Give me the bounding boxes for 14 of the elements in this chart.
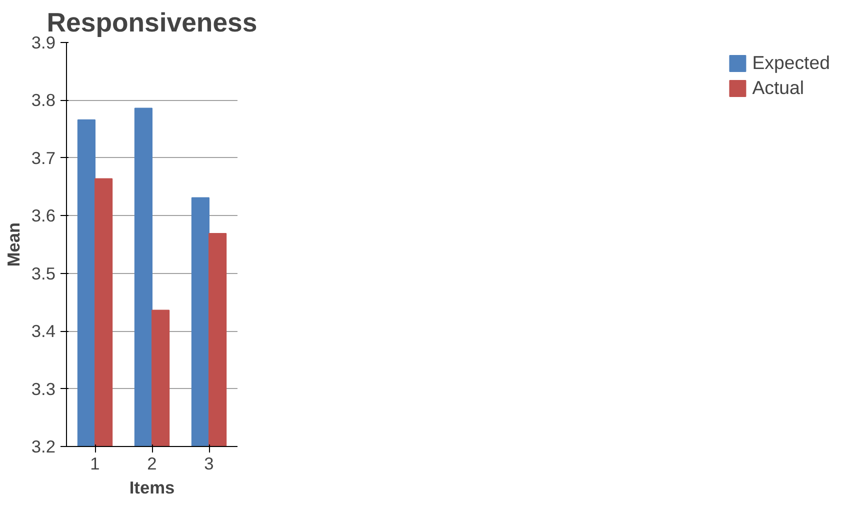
x-tick-label: 1 — [90, 454, 100, 474]
y-tick-label: 3.6 — [31, 206, 56, 226]
x-axis-title: Items — [129, 478, 175, 498]
legend-label: Expected — [752, 52, 830, 74]
y-tick-label: 3.7 — [31, 148, 56, 168]
x-tick-label: 3 — [204, 454, 214, 474]
y-tick-label: 3.3 — [31, 378, 56, 399]
y-tick-label: 3.4 — [31, 321, 56, 342]
y-tick-label: 3.2 — [31, 436, 56, 456]
legend-label: Actual — [752, 77, 804, 99]
x-tick-label: 2 — [147, 454, 157, 474]
y-axis-title: Mean — [3, 222, 24, 267]
y-tick-label: 3.5 — [31, 263, 56, 284]
y-tick-label: 3.8 — [31, 90, 56, 110]
